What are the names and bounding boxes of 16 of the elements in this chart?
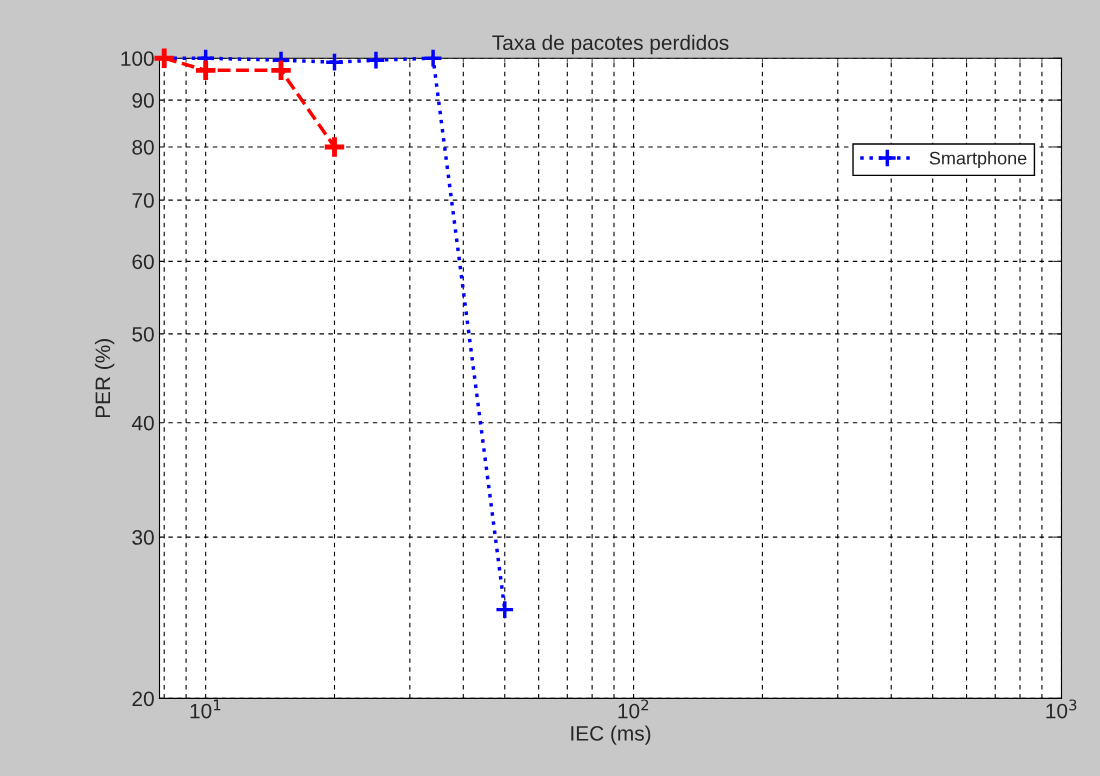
x-tick-label: 10$^{3}$ xyxy=(1046,699,1077,719)
y-tick-label: 30 xyxy=(132,530,154,545)
y-tick-label: 60 xyxy=(132,254,154,270)
y-tick-label: 100 xyxy=(121,51,154,66)
chart-title: Taxa de pacotes perdidos xyxy=(492,34,729,55)
y-tick-label: 20 xyxy=(132,691,154,707)
y-tick-label: 90 xyxy=(132,93,154,108)
legend-label: Smartphone xyxy=(929,151,1027,169)
y-tick-label: 70 xyxy=(132,193,154,208)
y-axis-title: PER (%) xyxy=(94,339,115,418)
y-tick-label: 50 xyxy=(132,326,154,342)
x-tick-label: 10$^{1}$ xyxy=(190,699,221,719)
x-tick-label: 10$^{2}$ xyxy=(618,699,649,719)
y-tick-label: 40 xyxy=(131,415,154,431)
x-axis-title: IEC (ms) xyxy=(571,725,651,745)
y-tick-label: 80 xyxy=(132,139,154,155)
